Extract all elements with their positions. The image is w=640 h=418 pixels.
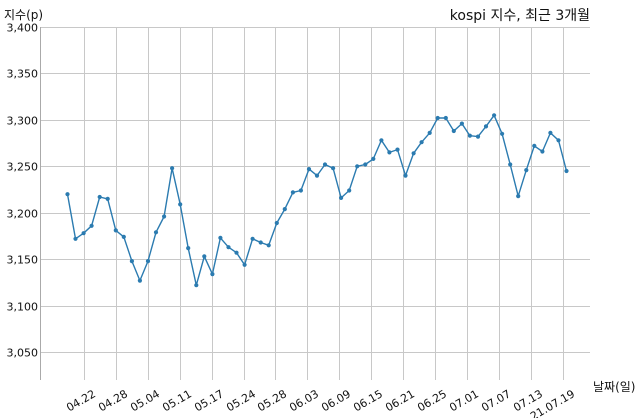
x-tick-label: 04.28	[96, 387, 130, 414]
data-point	[475, 134, 481, 139]
chart-title: kospi 지수, 최근 3개월	[450, 8, 590, 24]
data-point	[387, 150, 392, 155]
data-point	[234, 250, 239, 255]
y-tick-labels: 3,050 3,100 3,150 3,200 3,250 3,300 3,350 3,400	[7, 22, 39, 360]
data-point	[548, 130, 553, 135]
data-point	[403, 173, 408, 178]
data-point	[89, 223, 94, 228]
data-point	[524, 168, 529, 173]
y-tick-label: 3,350	[7, 68, 39, 81]
data-point	[81, 231, 86, 236]
data-point	[492, 113, 497, 118]
data-point	[162, 214, 167, 219]
x-tick-label: 07.01	[447, 387, 481, 414]
x-tick-label: 05.17	[192, 387, 226, 414]
data-point	[266, 243, 271, 248]
data-point	[355, 164, 360, 169]
data-point	[153, 230, 159, 235]
y-tick-label: 3,400	[7, 22, 39, 35]
data-point	[516, 194, 521, 199]
data-point	[314, 173, 320, 178]
data-point	[97, 194, 102, 200]
data-point	[186, 246, 191, 251]
data-point	[178, 202, 183, 207]
data-point	[113, 228, 118, 233]
y-tick-label: 3,050	[7, 347, 39, 360]
data-point	[347, 188, 352, 193]
data-point	[170, 166, 175, 171]
data-point	[467, 133, 472, 138]
data-point	[508, 162, 513, 167]
x-tick-label: 06.21	[383, 387, 417, 414]
y-tick-label: 3,100	[7, 301, 39, 314]
data-point	[250, 236, 255, 241]
y-tick-label: 3,200	[7, 208, 39, 221]
data-point	[145, 259, 151, 264]
y-tick-label: 3,250	[7, 161, 39, 174]
data-point	[427, 130, 432, 135]
data-point	[483, 124, 489, 129]
data-point	[435, 115, 440, 121]
y-tick-label: 3,300	[7, 115, 39, 128]
data-point	[371, 156, 376, 161]
y-axis-label: 지수(p)	[4, 8, 43, 22]
data-point	[532, 143, 537, 148]
data-point	[290, 190, 295, 195]
data-point	[331, 166, 336, 171]
data-point	[105, 196, 110, 201]
x-tick-label: 04.22	[64, 387, 98, 414]
grid-lines	[40, 27, 590, 380]
data-point	[129, 259, 134, 264]
x-tick-label: 05.04	[128, 387, 162, 414]
data-point	[322, 162, 328, 167]
data-point	[210, 272, 215, 277]
x-tick-label: 06.09	[319, 387, 353, 414]
data-point	[556, 138, 561, 143]
data-point	[339, 195, 344, 200]
data-point	[379, 138, 384, 143]
data-point	[258, 240, 263, 245]
y-tick-label: 3,150	[7, 254, 39, 267]
data-point	[419, 140, 424, 145]
x-tick-label: 05.11	[160, 387, 194, 414]
x-tick-label: 05.28	[255, 387, 289, 414]
x-axis-label: 날짜(일)	[593, 380, 635, 394]
data-point	[500, 131, 505, 136]
data-point	[218, 235, 223, 240]
data-point	[298, 188, 303, 193]
data-point	[306, 167, 312, 172]
data-point	[363, 162, 368, 167]
data-point	[65, 192, 70, 197]
data-point	[274, 220, 279, 226]
x-tick-label: 06.15	[351, 387, 385, 414]
x-tick-label: 06.03	[287, 387, 321, 414]
data-point	[226, 245, 231, 250]
data-point	[194, 283, 199, 288]
data-point	[540, 149, 545, 154]
data-point	[73, 236, 78, 241]
x-tick-label: 05.24	[224, 387, 258, 414]
data-point	[242, 262, 247, 267]
x-tick-labels: 04.2204.2805.0405.1105.1705.2405.2806.03…	[64, 387, 577, 418]
data-point	[459, 121, 464, 126]
data-point	[395, 147, 400, 152]
data-point	[451, 128, 456, 134]
x-tick-label: 06.25	[415, 387, 449, 414]
data-point	[564, 168, 569, 174]
data-point	[121, 234, 126, 239]
data-point	[443, 115, 448, 121]
data-point	[282, 207, 287, 212]
data-point	[137, 278, 142, 283]
series-kospi	[65, 113, 569, 288]
data-point	[202, 254, 207, 259]
x-tick-label: 07.07	[479, 387, 513, 414]
data-point	[411, 151, 416, 156]
